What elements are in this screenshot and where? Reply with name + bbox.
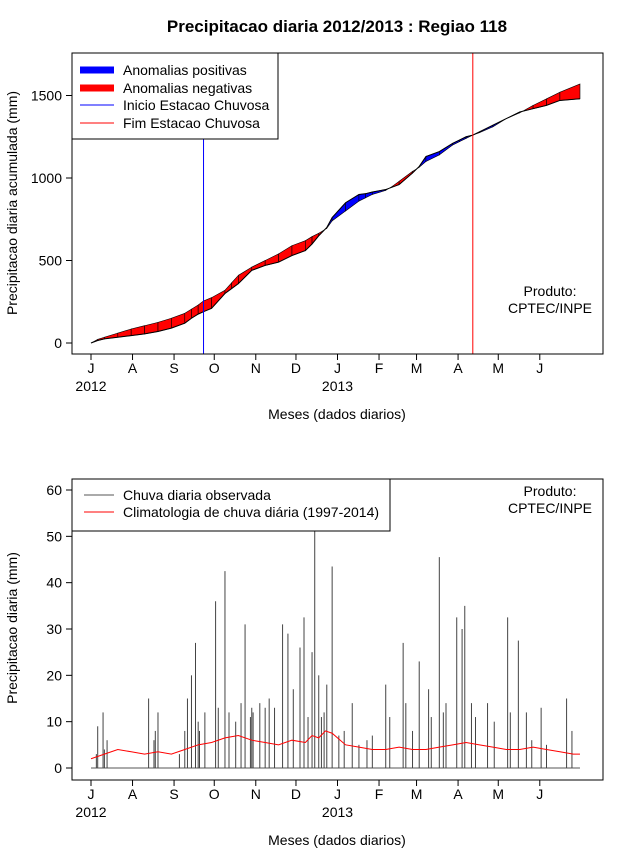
anomaly-positive-fill xyxy=(345,193,360,212)
x-tick-label: M xyxy=(492,786,504,802)
top-x-label: Meses (dados diarios) xyxy=(268,406,406,422)
y-tick-label: 30 xyxy=(46,621,62,637)
y-tick-label: 500 xyxy=(39,253,63,269)
x-tick-label: F xyxy=(375,786,384,802)
bottom-y-label: Precipitacao diaria (mm) xyxy=(4,552,20,704)
x-tick-label: A xyxy=(128,360,138,376)
y-tick-label: 1000 xyxy=(31,170,62,186)
y-tick-label: 20 xyxy=(46,667,62,683)
anomaly-positive-fill xyxy=(425,151,440,162)
x-tick-label: M xyxy=(411,786,423,802)
x-tick-label: J xyxy=(334,360,341,376)
x-tick-label: J xyxy=(536,360,543,376)
anomaly-negative-fill xyxy=(278,245,293,263)
anomaly-negative-fill xyxy=(224,281,232,295)
bottom-annotation-produto: Produto: xyxy=(524,483,577,499)
legend-label-fim: Fim Estacao Chuvosa xyxy=(123,115,260,131)
top-x-axis: J A S O N D J F M A M J 2012 2013 xyxy=(75,354,543,394)
y-tick-label: 0 xyxy=(54,760,62,776)
bottom-y-axis: 0 10 20 30 40 50 60 xyxy=(46,482,72,776)
x-tick-label: M xyxy=(492,360,504,376)
anomaly-negative-fill xyxy=(251,260,266,271)
x-tick-label: F xyxy=(375,360,384,376)
x-tick-label: O xyxy=(209,360,220,376)
x-tick-label: O xyxy=(209,786,220,802)
bottom-legend: Chuva diaria observada Climatologia de c… xyxy=(71,478,391,532)
x-tick-label: J xyxy=(88,360,95,376)
bottom-climatology-line xyxy=(90,730,580,760)
legend-label-negativas: Anomalias negativas xyxy=(123,80,252,96)
x-tick-label: J xyxy=(536,786,543,802)
x-tick-label: S xyxy=(169,360,178,376)
legend-label-inicio: Inicio Estacao Chuvosa xyxy=(123,97,270,113)
x-tick-label: J xyxy=(334,786,341,802)
x-tick-label: D xyxy=(291,360,301,376)
x-year-label: 2012 xyxy=(75,378,106,394)
y-tick-label: 10 xyxy=(46,714,62,730)
bottom-annotation-cptec: CPTEC/INPE xyxy=(508,500,592,516)
x-tick-label: D xyxy=(291,786,301,802)
y-tick-label: 40 xyxy=(46,575,62,591)
top-annotation-cptec: CPTEC/INPE xyxy=(508,300,592,316)
x-tick-label: N xyxy=(251,786,261,802)
top-area-fills xyxy=(90,83,581,344)
top-annotation-produto: Produto: xyxy=(524,283,577,299)
x-tick-label: S xyxy=(169,786,178,802)
y-tick-label: 0 xyxy=(54,335,62,351)
x-tick-label: M xyxy=(411,360,423,376)
top-y-label: Precipitacao diaria acumulada (mm) xyxy=(4,91,20,315)
bottom-x-label: Meses (dados diarios) xyxy=(268,832,406,848)
x-year-label: 2013 xyxy=(322,378,353,394)
x-tick-label: A xyxy=(453,786,463,802)
top-y-axis: 0 500 1000 1500 xyxy=(31,88,72,351)
bottom-legend-box xyxy=(71,478,391,532)
top-observed-line xyxy=(90,98,581,344)
top-chart-title: Precipitacao diaria 2012/2013 : Regiao 1… xyxy=(167,17,507,36)
x-tick-label: N xyxy=(251,360,261,376)
x-tick-label: J xyxy=(88,786,95,802)
y-tick-label: 1500 xyxy=(31,88,62,104)
bottom-observed-spikes xyxy=(91,527,580,769)
legend-label-climatologia: Climatologia de chuva diária (1997-2014) xyxy=(123,504,379,520)
bottom-x-axis: J A S O N D J F M A M J 2012 2013 xyxy=(75,780,543,820)
y-tick-label: 60 xyxy=(46,482,62,498)
legend-label-observada: Chuva diaria observada xyxy=(123,487,271,503)
y-tick-label: 50 xyxy=(46,528,62,544)
anomaly-negative-fill xyxy=(305,236,313,252)
x-year-label: 2013 xyxy=(322,804,353,820)
anomaly-negative-fill xyxy=(559,83,581,101)
x-year-label: 2012 xyxy=(75,804,106,820)
top-chart: Precipitacao diaria 2012/2013 : Regiao 1… xyxy=(4,17,604,422)
x-tick-label: A xyxy=(128,786,138,802)
top-legend: Anomalias positivas Anomalias negativas … xyxy=(71,52,279,140)
bottom-chart: 0 10 20 30 40 50 60 J A S O N D J F M A M J 2012 2013 Meses… xyxy=(4,478,604,848)
legend-label-positivas: Anomalias positivas xyxy=(123,62,247,78)
x-tick-label: A xyxy=(453,360,463,376)
